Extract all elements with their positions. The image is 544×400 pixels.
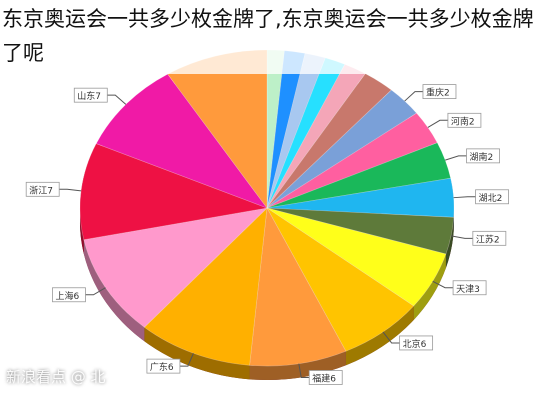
pie-label-12: 北京6: [403, 338, 427, 350]
pie-label-box-11: [452, 280, 487, 296]
pie-labels: 重庆2 河南2 湖南2 湖北2 江苏2 天津3 北京6 福建6 广东6 上海6 浙江7 山东7: [25, 84, 509, 385]
pie-slice-13: [249, 207, 347, 367]
pie-slice-15: [83, 207, 268, 328]
pie-leader-line-16: [59, 188, 82, 192]
pie-label-8: 湖南2: [470, 151, 494, 163]
pie-label-7: 河南2: [451, 115, 475, 127]
pie-label-box-12: [399, 335, 434, 351]
pie-label-17: 山东7: [77, 90, 101, 102]
pie-leader-line-17: [107, 94, 127, 105]
pie-slice-side-12: [345, 305, 414, 366]
pie-label-16: 浙江7: [29, 184, 53, 196]
pie-label-box-8: [466, 148, 500, 164]
pie-label-box-6: [422, 84, 457, 99]
pie-leader-line-8: [445, 155, 467, 161]
pie-slice-side-11: [413, 254, 446, 320]
pie-label-box-17: [73, 87, 108, 103]
caption-text: 东京奥运会一共多少枚金牌了,东京奥运会一共多少枚金牌了呢: [0, 0, 544, 74]
pie-leader-line-11: [432, 280, 454, 289]
pie-label-15: 上海6: [55, 290, 79, 302]
pie-label-box-7: [447, 112, 482, 128]
pie-slices: [79, 49, 455, 367]
pie-label-box-10: [472, 230, 507, 246]
pie-label-11: 天津3: [456, 284, 480, 295]
pie-label-box-14: [146, 358, 181, 374]
pie-leader-line-13: [298, 363, 310, 378]
pie-label-10: 江苏2: [476, 233, 500, 245]
pie-slice-side-10: [445, 217, 454, 269]
pie-label-9: 湖北2: [479, 193, 503, 204]
pie-leader-line-15: [85, 287, 106, 296]
pie-slice-8: [266, 142, 452, 209]
pie-slice-12: [266, 207, 415, 352]
pie-slice-14: [143, 207, 268, 366]
pie-slice-side-14: [144, 327, 250, 380]
pie-label-14: 广东6: [150, 361, 174, 373]
pie-slice-11: [266, 207, 447, 307]
pie-leader-line-14: [179, 353, 194, 367]
pie-leader-line-7: [427, 119, 448, 128]
pie-label-box-15: [52, 287, 86, 303]
watermark: 新浪看点 @ 北: [6, 368, 106, 386]
pie-label-box-9: [475, 189, 509, 205]
pie-label-6: 重庆2: [426, 87, 450, 99]
pie-label-box-13: [308, 370, 343, 385]
pie-leader-line-12: [382, 331, 400, 344]
pie-slice-side-15: [83, 239, 145, 342]
pie-slice-16: [79, 143, 269, 241]
pie-leader-line-6: [404, 91, 423, 102]
pie-leader-line-9: [453, 196, 476, 199]
pie-leader-line-10: [450, 235, 473, 239]
pie-label-13: 福建6: [312, 372, 336, 384]
pie-label-box-16: [25, 181, 60, 197]
pie-slice-9: [266, 177, 455, 218]
